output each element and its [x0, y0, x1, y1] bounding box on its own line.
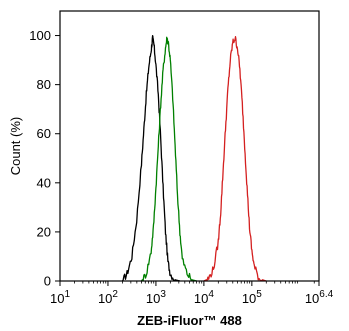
series-layer [121, 35, 267, 282]
x-tick-label: 104 [194, 289, 214, 306]
y-tick-label: 0 [44, 274, 51, 289]
tick-layer: 0 20 40 60 80 100 101 102 103 104 105 106.4 [29, 28, 333, 306]
histogram-series-3 [203, 36, 267, 282]
plot-frame [59, 10, 320, 282]
y-tick-label: 60 [37, 126, 51, 141]
histogram-series-1 [121, 35, 181, 282]
histogram-series-2 [140, 36, 197, 282]
y-axis-label: Count (%) [8, 117, 23, 176]
x-tick-label: 106.4 [305, 289, 334, 306]
y-tick-label: 20 [37, 224, 51, 239]
x-tick-label: 101 [50, 289, 70, 306]
y-tick-label: 80 [37, 77, 51, 92]
x-axis-label: ZEB-iFluor™ 488 [137, 313, 242, 328]
x-tick-label: 102 [98, 289, 118, 306]
y-tick-label: 100 [29, 28, 51, 43]
x-tick-label: 105 [242, 289, 262, 306]
x-tick-label: 103 [146, 289, 166, 306]
y-tick-label: 40 [37, 175, 51, 190]
